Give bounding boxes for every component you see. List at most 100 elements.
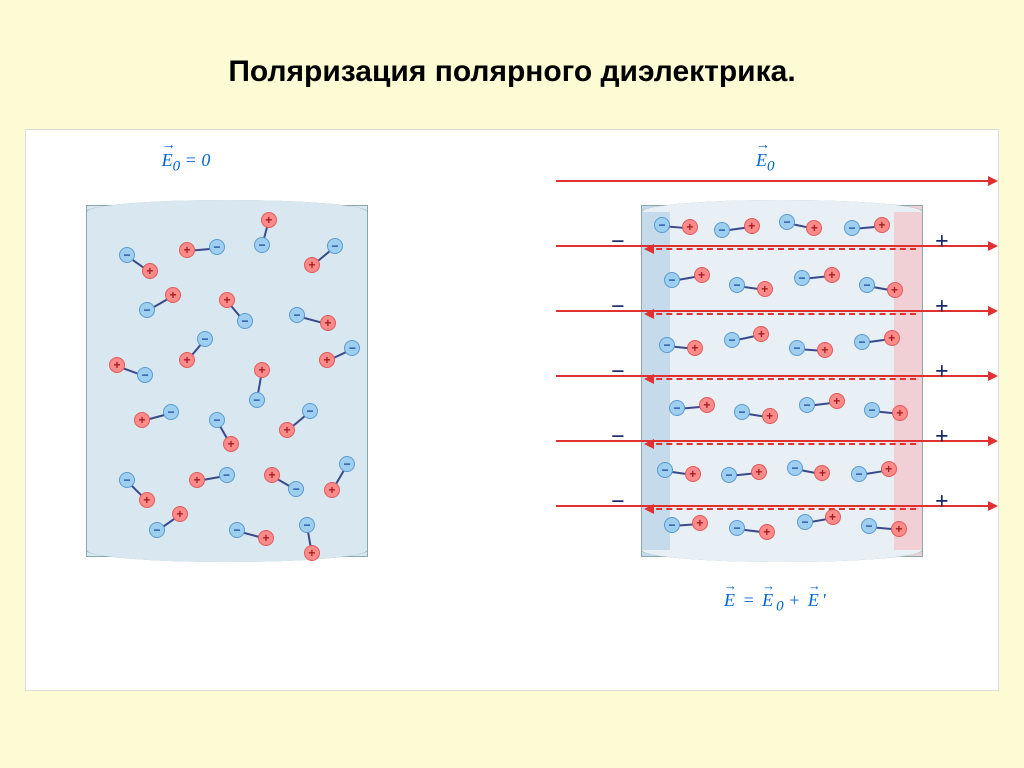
sign-positive: +	[935, 489, 949, 516]
charge-negative: −	[669, 400, 685, 416]
charge-negative: −	[139, 302, 155, 318]
charge-negative: −	[729, 277, 745, 293]
charge-positive: +	[817, 342, 833, 358]
charge-negative: −	[229, 522, 245, 538]
charge-negative: −	[119, 247, 135, 263]
charge-negative: −	[799, 397, 815, 413]
surface-charge-positive	[894, 206, 922, 556]
internal-field-line	[646, 378, 916, 380]
charge-negative: −	[654, 217, 670, 233]
charge-negative: −	[299, 517, 315, 533]
charge-positive: +	[319, 352, 335, 368]
charge-negative: −	[851, 466, 867, 482]
charge-positive: +	[753, 326, 769, 342]
charge-negative: −	[249, 392, 265, 408]
charge-negative: −	[664, 272, 680, 288]
charge-positive: +	[687, 340, 703, 356]
formula-e0: E0	[756, 150, 775, 176]
charge-positive: +	[142, 263, 158, 279]
charge-negative: −	[302, 403, 318, 419]
charge-positive: +	[261, 212, 277, 228]
charge-positive: +	[757, 281, 773, 297]
charge-negative: −	[659, 337, 675, 353]
arrowhead-icon	[988, 436, 998, 446]
charge-negative: −	[119, 472, 135, 488]
sign-negative: −	[611, 359, 625, 386]
arrowhead-icon	[988, 501, 998, 511]
charge-negative: −	[209, 412, 225, 428]
sign-negative: −	[611, 229, 625, 256]
charge-negative: −	[657, 462, 673, 478]
charge-positive: +	[694, 267, 710, 283]
charge-negative: −	[854, 334, 870, 350]
charge-negative: −	[288, 481, 304, 497]
charge-negative: −	[721, 467, 737, 483]
charge-positive: +	[324, 482, 340, 498]
charge-negative: −	[339, 456, 355, 472]
charge-negative: −	[163, 404, 179, 420]
arrowhead-icon	[644, 374, 654, 384]
charge-positive: +	[825, 509, 841, 525]
charge-positive: +	[824, 267, 840, 283]
charge-negative: −	[344, 340, 360, 356]
charge-positive: +	[682, 219, 698, 235]
internal-field-line	[646, 313, 916, 315]
charge-positive: +	[279, 422, 295, 438]
charge-negative: −	[327, 238, 343, 254]
charge-negative: −	[149, 522, 165, 538]
charge-positive: +	[172, 506, 188, 522]
charge-positive: +	[887, 282, 903, 298]
charge-positive: +	[759, 524, 775, 540]
charge-positive: +	[223, 436, 239, 452]
charge-positive: +	[258, 530, 274, 546]
sign-positive: +	[935, 229, 949, 256]
internal-field-line	[646, 248, 916, 250]
internal-field-line	[646, 443, 916, 445]
charge-negative: −	[664, 517, 680, 533]
charge-positive: +	[814, 465, 830, 481]
charge-positive: +	[699, 397, 715, 413]
charge-positive: +	[881, 461, 897, 477]
charge-positive: +	[304, 545, 320, 561]
charge-negative: −	[844, 220, 860, 236]
charge-positive: +	[264, 467, 280, 483]
charge-negative: −	[724, 332, 740, 348]
sign-negative: −	[611, 294, 625, 321]
arrowhead-icon	[988, 306, 998, 316]
arrowhead-icon	[988, 371, 998, 381]
charge-positive: +	[891, 521, 907, 537]
charge-positive: +	[806, 220, 822, 236]
sign-negative: −	[611, 489, 625, 516]
sign-positive: +	[935, 294, 949, 321]
charge-negative: −	[209, 239, 225, 255]
charge-negative: −	[779, 214, 795, 230]
charge-negative: −	[734, 404, 750, 420]
charge-positive: +	[139, 492, 155, 508]
charge-positive: +	[134, 412, 150, 428]
charge-negative: −	[729, 520, 745, 536]
charge-positive: +	[685, 466, 701, 482]
charge-positive: +	[320, 315, 336, 331]
charge-positive: +	[751, 464, 767, 480]
arrowhead-icon	[644, 309, 654, 319]
charge-negative: −	[861, 518, 877, 534]
charge-negative: −	[859, 277, 875, 293]
arrowhead-icon	[644, 439, 654, 449]
charge-negative: −	[789, 340, 805, 356]
charge-positive: +	[165, 287, 181, 303]
page-title: Поляризация полярного диэлектрика.	[0, 0, 1024, 129]
charge-negative: −	[137, 367, 153, 383]
charge-positive: +	[692, 515, 708, 531]
sign-positive: +	[935, 359, 949, 386]
arrowhead-icon	[644, 504, 654, 514]
charge-positive: +	[189, 472, 205, 488]
charge-positive: +	[892, 405, 908, 421]
panel-no-field: E0 = 0 −++−−++−−++−−++−+−+−+−+−−++−−++−+…	[76, 150, 426, 176]
charge-positive: +	[109, 357, 125, 373]
charge-negative: −	[197, 331, 213, 347]
charge-positive: +	[762, 408, 778, 424]
arrowhead-icon	[988, 241, 998, 251]
charge-positive: +	[874, 217, 890, 233]
charge-negative: −	[797, 514, 813, 530]
sign-positive: +	[935, 424, 949, 451]
